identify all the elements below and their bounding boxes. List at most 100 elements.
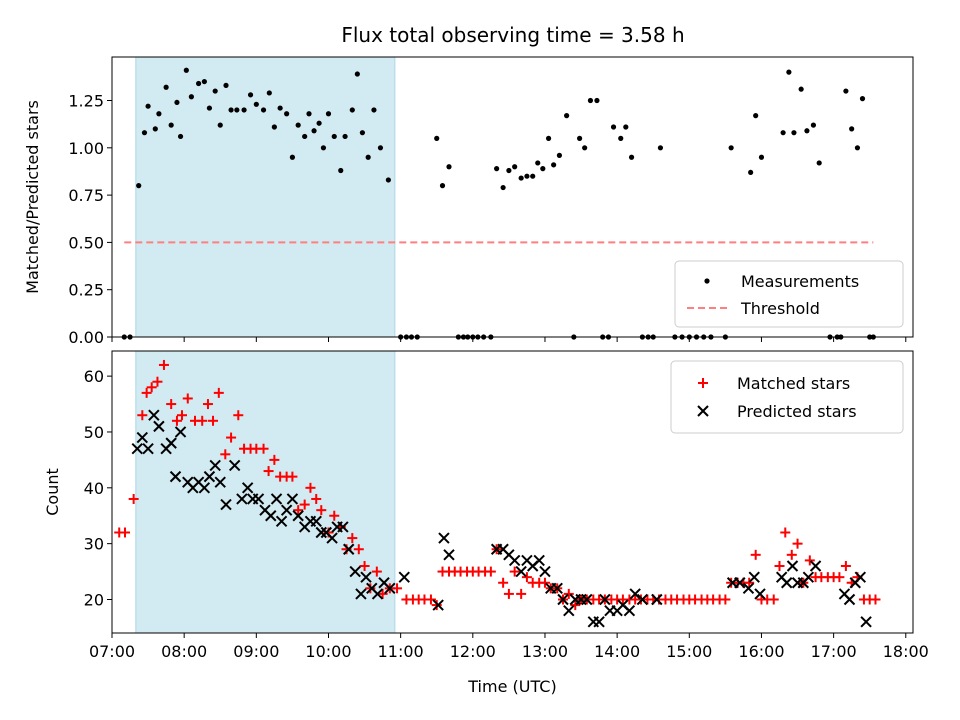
measurement-point <box>331 133 337 140</box>
x-stroke-b <box>198 482 211 494</box>
count-y-tick-label: 20 <box>84 590 104 609</box>
measurement-point <box>183 67 189 73</box>
measurement-point <box>223 82 229 88</box>
matched-stars-point <box>347 533 358 544</box>
count-x-tick-label: 18:00 <box>883 642 929 661</box>
count-x-tick-label: 07:00 <box>89 642 135 661</box>
matched-stars-point <box>485 566 496 577</box>
count-y-axis-label: Count <box>43 468 62 516</box>
matched-stars-point <box>834 572 845 583</box>
matched-stars-point <box>258 443 269 454</box>
measurement-point <box>311 128 317 134</box>
x-stroke-b <box>228 459 241 472</box>
predicted-stars-point <box>651 593 663 606</box>
matched-stars-point <box>146 382 157 393</box>
measurement-point <box>217 122 223 128</box>
measurement-point <box>349 107 355 113</box>
predicted-stars-point <box>508 554 521 567</box>
matched-stars-point <box>152 376 163 387</box>
measurement-point <box>545 135 552 141</box>
matched-stars-point <box>521 572 532 583</box>
x-stroke-b <box>337 521 349 533</box>
count-y-tick-label: 60 <box>84 367 104 386</box>
predicted-stars-point <box>786 560 799 572</box>
measurement-point <box>748 169 754 176</box>
predicted-stars-point <box>563 604 575 617</box>
x-stroke-b <box>754 588 766 600</box>
count-y-tick-label: 50 <box>84 423 104 442</box>
measurement-point <box>564 113 570 119</box>
predicted-stars-point <box>342 543 355 555</box>
matched-stars-point <box>305 482 316 493</box>
x-stroke-b <box>809 560 822 572</box>
matched-stars-point <box>498 577 509 588</box>
count-x-tick-label: 08:00 <box>161 642 207 661</box>
measurement-point <box>556 152 563 158</box>
predicted-stars-point <box>802 571 815 583</box>
measurement-point <box>506 167 512 174</box>
x-stroke-b <box>165 437 177 449</box>
count-legend: Matched stars Predicted stars <box>670 360 904 434</box>
matched-stars-point <box>870 594 881 605</box>
measurement-point <box>168 122 174 128</box>
ratio-y-tick-label: 0.00 <box>68 328 104 347</box>
x-stroke-b <box>136 431 149 444</box>
matched-stars-point <box>371 566 382 577</box>
legend-plus-glyph <box>698 378 708 388</box>
ratio-legend-box <box>674 260 904 328</box>
x-stroke-b <box>593 616 605 628</box>
matched-stars-point <box>720 594 731 605</box>
predicted-stars-point <box>734 577 746 589</box>
legend-measurements-marker <box>704 278 710 284</box>
legend-predicted-marker <box>697 405 709 417</box>
matched-stars-point <box>293 505 304 516</box>
x-stroke-b <box>214 476 226 488</box>
x-stroke-b <box>153 420 165 433</box>
ratio-marks <box>121 67 876 340</box>
measurement-point <box>156 111 162 117</box>
predicted-stars-point <box>174 426 187 438</box>
count-axes-frame <box>111 350 914 634</box>
x-stroke-b <box>174 426 187 438</box>
measurement-point <box>271 124 277 130</box>
matched-stars-point <box>392 583 403 594</box>
predicted-stars-point <box>623 604 636 617</box>
x-stroke-b <box>280 504 293 516</box>
x-stroke-b <box>182 476 194 488</box>
predicted-stars-point <box>286 493 299 505</box>
predicted-stars-point <box>142 443 154 455</box>
x-stroke-b <box>142 443 154 455</box>
x-stroke-b <box>286 493 299 505</box>
count-x-ticks: 07:00 08:00 09:00 10:00 11:00 12:00 13:00 14:00… <box>89 633 929 661</box>
x-stroke-b <box>192 476 205 488</box>
x-axis-label: Time (UTC) <box>467 677 556 696</box>
matched-stars-point <box>171 415 182 426</box>
predicted-stars-point <box>165 437 177 449</box>
x-stroke-b <box>786 560 799 572</box>
measurement-point <box>277 105 283 111</box>
matched-stars-point <box>197 415 208 426</box>
matched-stars-point <box>539 577 550 588</box>
count-panel: 20 30 40 50 60 07:00 08:00 09:00 10:00 11:00 12:0… <box>43 350 929 696</box>
count-x-tick-label: 15:00 <box>666 642 712 661</box>
measurement-point <box>188 94 194 100</box>
predicted-stars-point <box>843 593 856 606</box>
predicted-stars-point <box>241 482 254 494</box>
predicted-stars-point <box>539 565 551 578</box>
matched-stars-point <box>365 583 376 594</box>
measurement-point <box>512 164 518 170</box>
x-stroke-b <box>854 571 867 583</box>
predicted-stars-point <box>148 409 160 421</box>
x-stroke-b <box>131 443 143 455</box>
measurement-point <box>206 105 213 111</box>
x-stroke-b <box>310 515 322 528</box>
x-stroke-b <box>860 616 872 628</box>
x-stroke-b <box>508 554 521 567</box>
predicted-stars-point <box>326 532 338 544</box>
x-stroke-b <box>342 543 355 555</box>
matched-stars-point <box>377 588 388 599</box>
matched-stars-point <box>202 399 213 410</box>
matched-stars-point <box>233 410 244 421</box>
predicted-stars-point <box>581 593 593 606</box>
predicted-stars-point <box>337 521 349 533</box>
